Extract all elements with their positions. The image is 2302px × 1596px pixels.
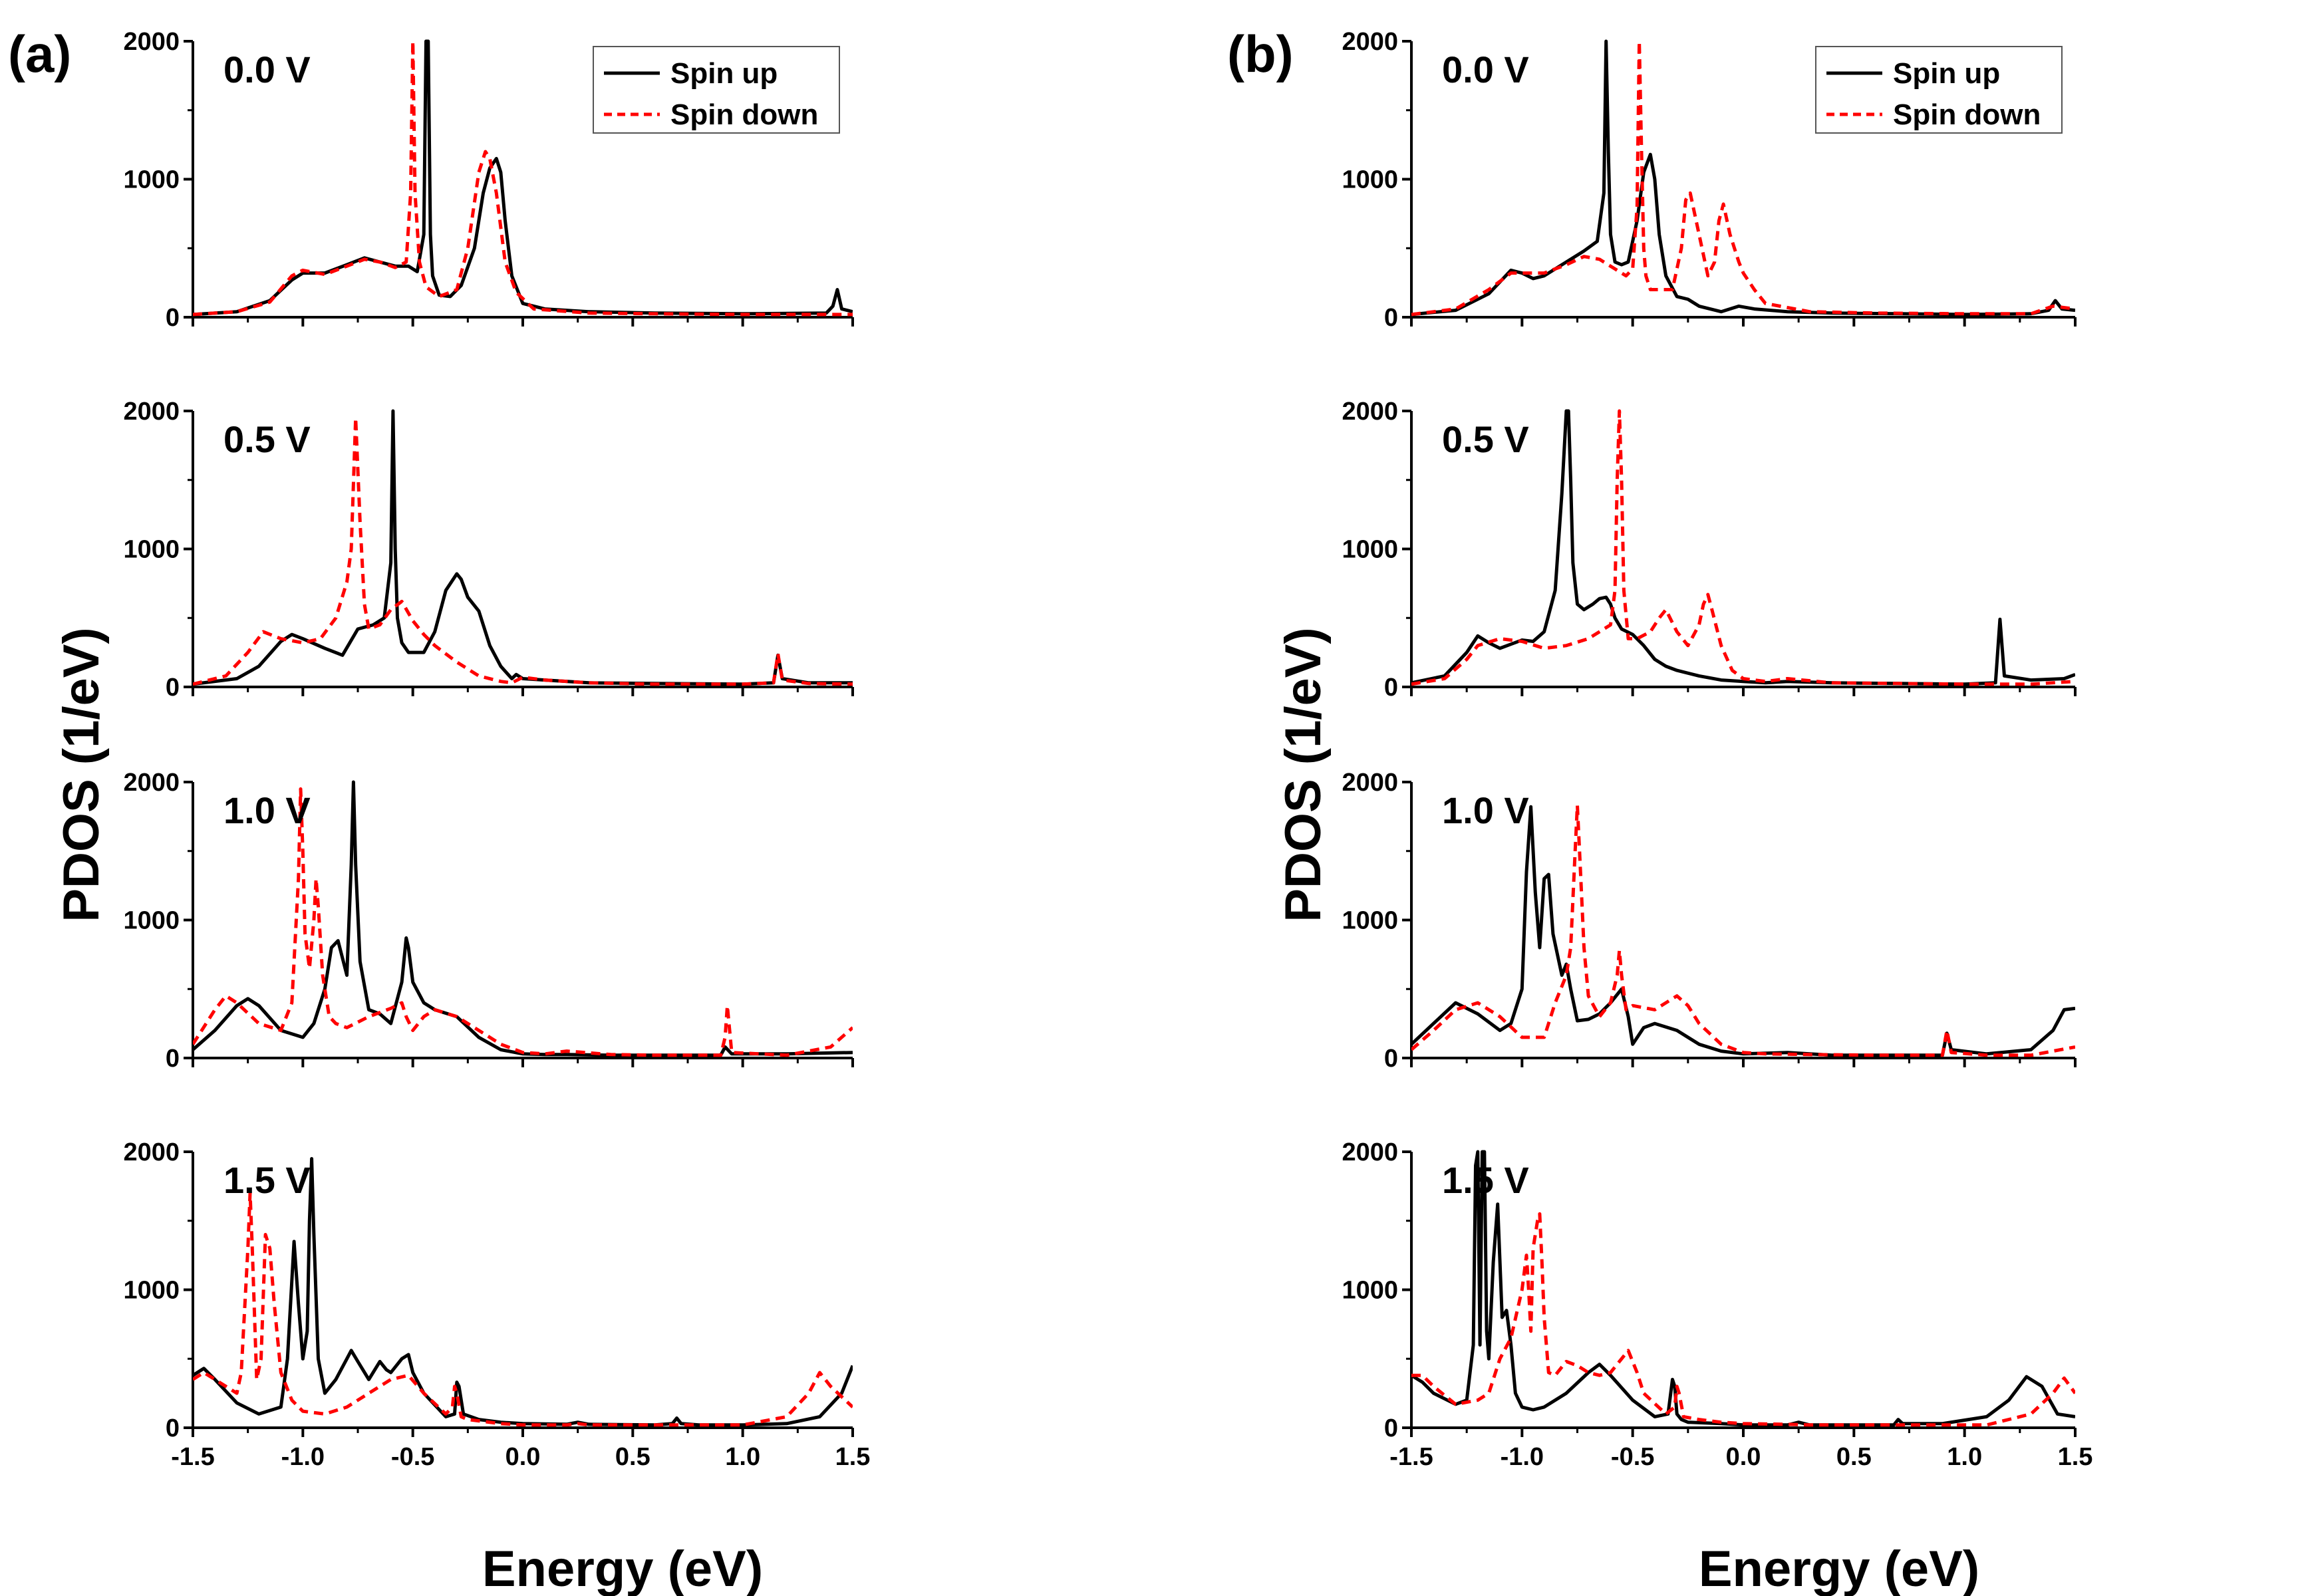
subplot-b-0: 0 1000 2000 0.0 V Spin up Spin down	[1342, 28, 2077, 332]
bias-label: 0.5 V	[1442, 418, 1529, 460]
y-tick-label: 2000	[1342, 1138, 1398, 1166]
y-tick-label: 0	[1384, 304, 1398, 332]
y-axis-title-b: PDOS (1/eV)	[1275, 627, 1332, 922]
x-tick-label: -1.5	[1389, 1443, 1433, 1471]
subplot-a-3: 0 1000 2000 -1.5 -1.0 -0.5 0.0 0.5 1.0 1.5 1.5 V	[123, 1138, 870, 1471]
y-tick-label: 1000	[1342, 166, 1398, 194]
x-tick-label: -1.5	[171, 1443, 214, 1471]
y-tick-label: 1000	[123, 536, 180, 564]
spin-up-line	[1411, 805, 2075, 1057]
subplot-a-1: 0 1000 2000 0.5 V	[123, 398, 854, 702]
spin-down-line	[1411, 1212, 2075, 1427]
y-tick-label: 2000	[1342, 769, 1398, 797]
spin-down-line	[193, 39, 853, 317]
x-tick-label: -1.0	[1501, 1443, 1544, 1471]
spin-up-line	[1411, 1150, 2075, 1427]
x-axis-title-b: Energy (eV)	[1699, 1541, 1979, 1596]
subplot-a-0: 0 1000 2000 0.0 V Spin up Spin down	[123, 28, 854, 332]
spin-down-line	[193, 416, 853, 686]
legend-label-spin-down: Spin down	[1893, 98, 2041, 131]
y-tick-label: 2000	[123, 398, 180, 426]
y-tick-label: 0	[166, 1414, 180, 1442]
panel-letter-b: (b)	[1227, 25, 1294, 83]
x-tick-label: 0.0	[1726, 1443, 1761, 1471]
legend-label-spin-down: Spin down	[670, 98, 818, 131]
y-tick-label: 2000	[123, 769, 180, 797]
bias-label: 1.5 V	[223, 1159, 311, 1201]
spin-down-line	[1411, 39, 2075, 317]
subplot-b-1: 0 1000 2000 0.5 V	[1342, 398, 2077, 702]
x-tick-label: -0.5	[1611, 1443, 1654, 1471]
spin-down-line	[193, 1191, 853, 1427]
spin-down-line	[193, 787, 853, 1057]
y-tick-label: 1000	[123, 166, 180, 194]
y-axis-title-a: PDOS (1/eV)	[53, 627, 110, 922]
y-tick-label: 1000	[123, 1277, 180, 1305]
legend: Spin up Spin down	[1815, 46, 2063, 134]
bias-label: 1.0 V	[223, 789, 311, 831]
legend: Spin up Spin down	[593, 46, 840, 134]
x-tick-label: 0.0	[505, 1443, 541, 1471]
subplot-b-3: 0 1000 2000 -1.5 -1.0 -0.5 0.0 0.5 1.0 1.5 1.5 V	[1342, 1138, 2092, 1471]
legend-box	[593, 46, 840, 134]
spin-up-line	[193, 780, 853, 1057]
bias-label: 0.0 V	[223, 49, 311, 90]
y-tick-label: 2000	[123, 28, 180, 56]
y-tick-label: 0	[166, 1045, 180, 1073]
legend-box	[1815, 46, 2063, 134]
panel-letter-a: (a)	[8, 25, 71, 83]
y-tick-label: 0	[166, 304, 180, 332]
x-axis-title-a: Energy (eV)	[482, 1541, 763, 1596]
x-tick-label: 1.5	[835, 1443, 871, 1471]
x-tick-label: 0.5	[1836, 1443, 1872, 1471]
y-tick-label: 1000	[1342, 1277, 1398, 1305]
y-tick-label: 1000	[1342, 536, 1398, 564]
x-tick-label: -1.0	[281, 1443, 325, 1471]
y-tick-label: 2000	[123, 1138, 180, 1166]
x-tick-label: 1.5	[2058, 1443, 2093, 1471]
y-tick-label: 0	[166, 674, 180, 702]
legend-label-spin-up: Spin up	[1893, 57, 2000, 90]
y-tick-label: 2000	[1342, 28, 1398, 56]
y-tick-label: 1000	[123, 907, 180, 935]
subplot-a-2: 0 1000 2000 1.0 V	[123, 769, 854, 1073]
x-tick-label: -0.5	[391, 1443, 434, 1471]
legend-label-spin-up: Spin up	[670, 57, 778, 90]
y-tick-label: 1000	[1342, 907, 1398, 935]
x-tick-label: 0.5	[615, 1443, 650, 1471]
x-tick-label: 1.0	[1947, 1443, 1982, 1471]
bias-label: 1.0 V	[1442, 789, 1529, 831]
bias-label: 0.0 V	[1442, 49, 1529, 90]
y-tick-label: 2000	[1342, 398, 1398, 426]
y-tick-label: 0	[1384, 1045, 1398, 1073]
y-tick-label: 0	[1384, 674, 1398, 702]
bias-label: 0.5 V	[223, 418, 311, 460]
bias-label: 1.5 V	[1442, 1159, 1529, 1201]
x-tick-label: 1.0	[725, 1443, 760, 1471]
spin-down-line	[1411, 803, 2075, 1057]
y-tick-label: 0	[1384, 1414, 1398, 1442]
subplot-b-2: 0 1000 2000 1.0 V	[1342, 769, 2077, 1073]
